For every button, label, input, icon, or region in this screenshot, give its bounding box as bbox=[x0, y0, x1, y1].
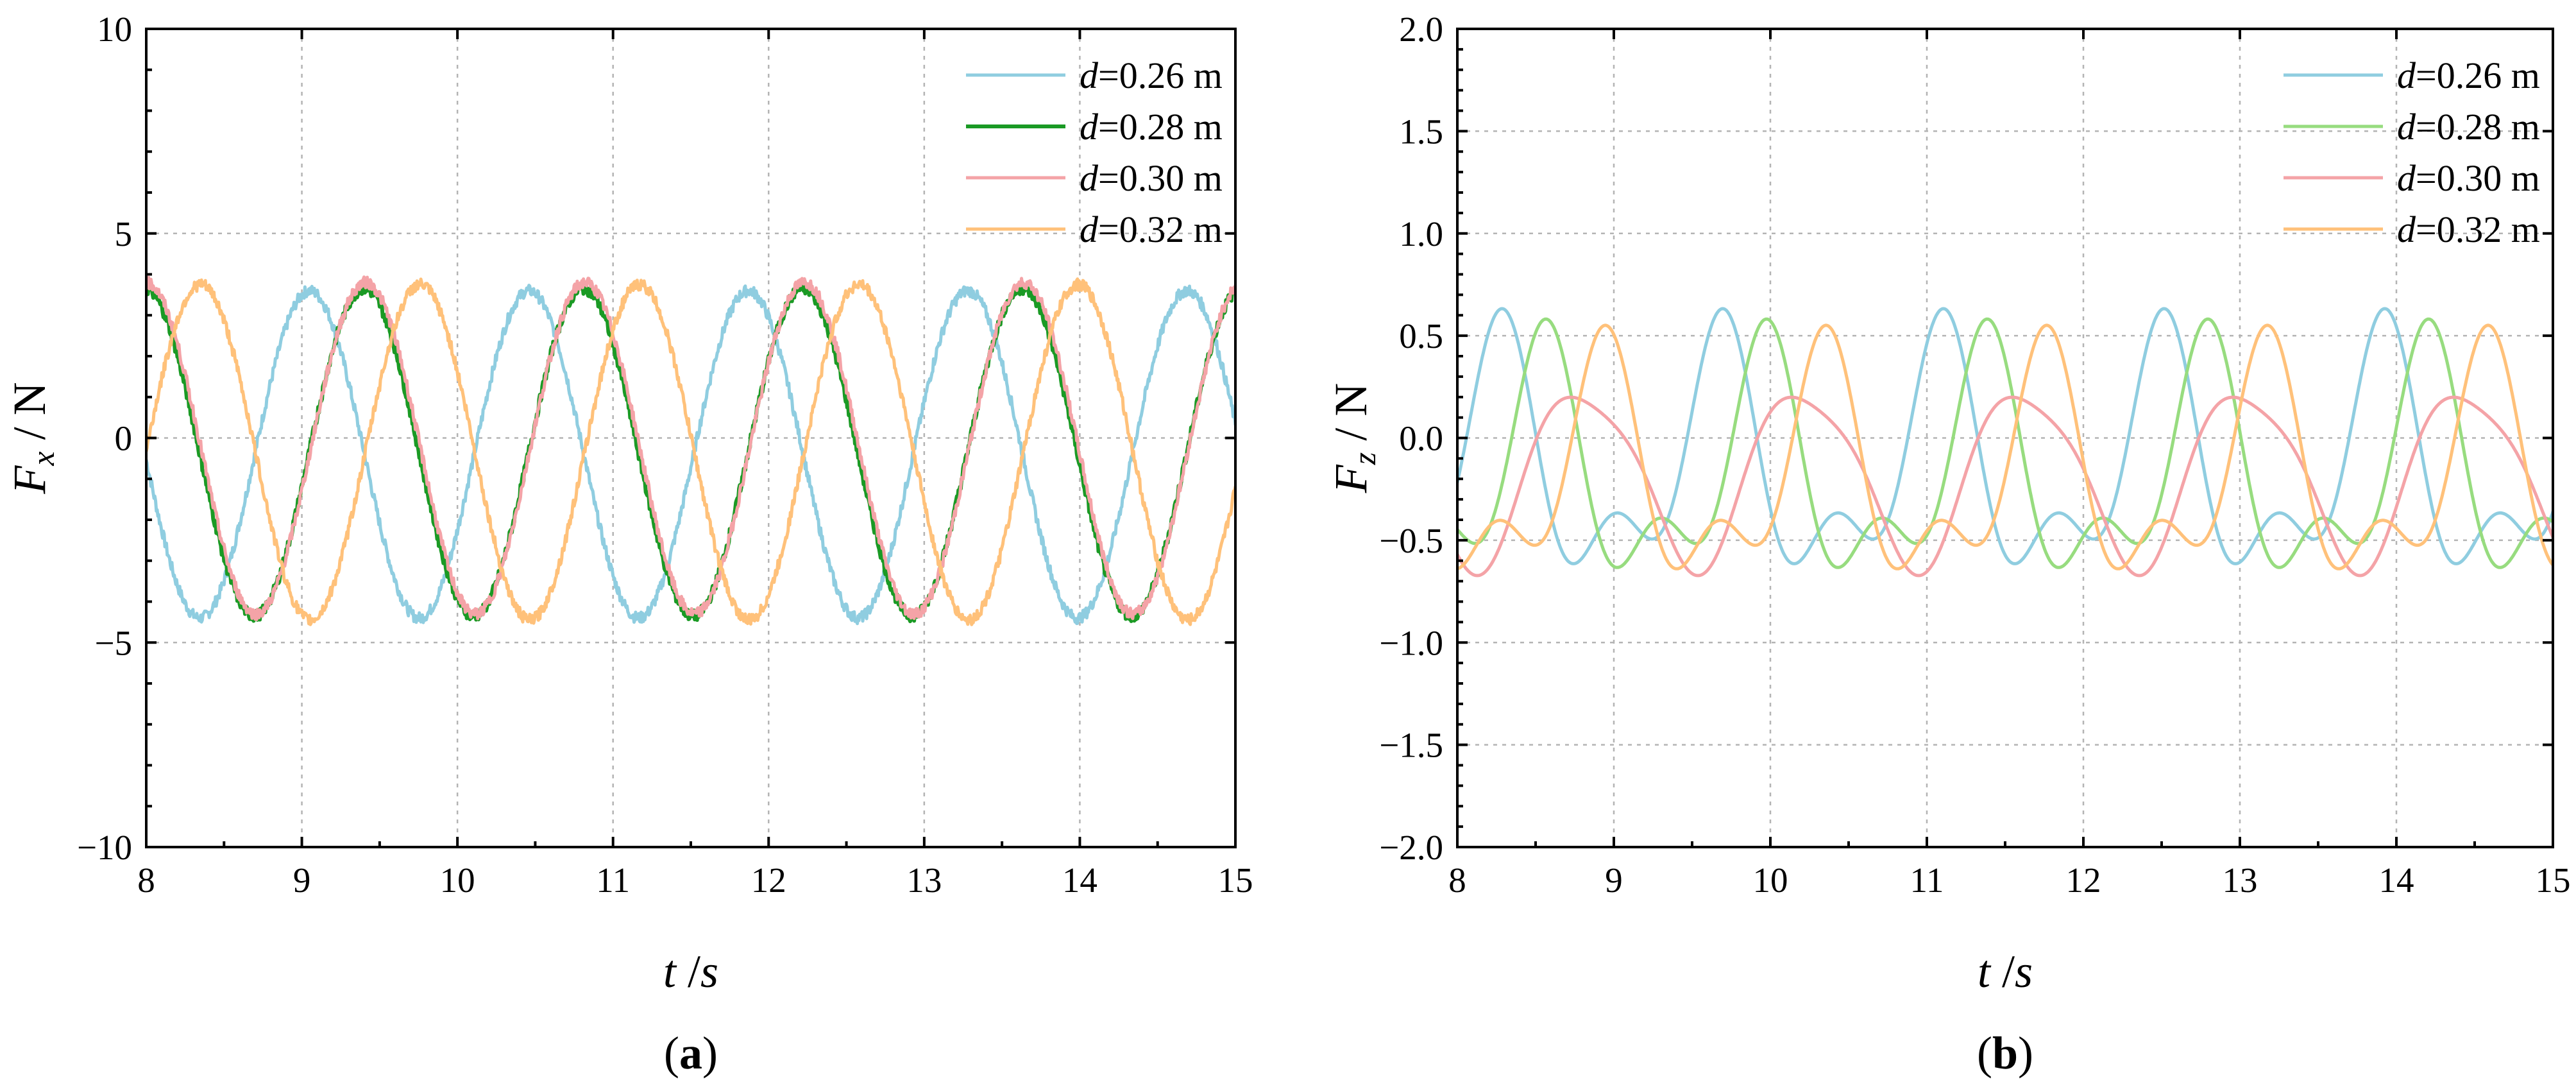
y-tick-label: 0.0 bbox=[1399, 419, 1443, 458]
x-tick-label: 11 bbox=[1910, 861, 1944, 900]
y-axis-title: Fz / N bbox=[1325, 383, 1382, 493]
y-tick-label: 5 bbox=[115, 214, 133, 253]
x-tick-label: 15 bbox=[1218, 861, 1253, 900]
y-tick-label: −10 bbox=[77, 828, 132, 867]
chart-panel-b: 8 9 10 11 12 13 14 15 −2.0 −1.5 −1.0 −0.5 0.0 0.5 1.0 1… bbox=[1325, 10, 2571, 1079]
y-tick-label: −1.5 bbox=[1379, 726, 1443, 765]
x-tick-label: 8 bbox=[1448, 861, 1466, 900]
series-line-026 bbox=[146, 284, 1235, 626]
y-tick-label: −1.0 bbox=[1379, 623, 1443, 662]
x-tick-label: 10 bbox=[1753, 861, 1788, 900]
series-line-032 bbox=[1457, 323, 2553, 570]
legend: d=0.26 m d=0.28 m d=0.30 m d=0.32 m bbox=[2284, 55, 2540, 250]
legend-label: d=0.26 m bbox=[1080, 55, 1223, 96]
y-tick-label: −0.5 bbox=[1379, 521, 1443, 560]
x-axis-title: t /s bbox=[663, 946, 718, 997]
legend: d=0.26 m d=0.28 m d=0.30 m d=0.32 m bbox=[966, 55, 1223, 250]
x-tick-label: 9 bbox=[293, 861, 311, 900]
x-tick-label: 11 bbox=[596, 861, 630, 900]
y-tick-label: −2.0 bbox=[1379, 828, 1443, 867]
panel-label: (a) bbox=[664, 1027, 718, 1079]
chart-panel-a: 8 9 10 11 12 13 14 15 −10 −5 0 5 10 Fx / N t /s (a) d=0.… bbox=[4, 10, 1253, 1079]
legend-label: d=0.32 m bbox=[2397, 209, 2540, 250]
legend-label: d=0.32 m bbox=[1080, 209, 1223, 250]
x-tick-label: 15 bbox=[2536, 861, 2571, 900]
y-tick-label: 10 bbox=[97, 10, 132, 49]
series-line-028 bbox=[1457, 317, 2553, 569]
y-tick-label: 1.5 bbox=[1399, 112, 1443, 151]
y-tick-label: 0 bbox=[115, 419, 133, 458]
x-tick-label: 14 bbox=[1062, 861, 1097, 900]
x-tick-label: 9 bbox=[1605, 861, 1623, 900]
legend-label: d=0.28 m bbox=[2397, 106, 2540, 148]
y-tick-label: −5 bbox=[94, 623, 132, 662]
series-line-032 bbox=[146, 277, 1235, 626]
legend-label: d=0.30 m bbox=[1080, 157, 1223, 199]
series-line-030 bbox=[146, 275, 1235, 621]
x-tick-label: 13 bbox=[2223, 861, 2258, 900]
series-line-026 bbox=[1457, 307, 2553, 565]
legend-label: d=0.30 m bbox=[2397, 157, 2540, 199]
y-axis-title: Fx / N bbox=[4, 382, 61, 494]
x-tick-label: 13 bbox=[906, 861, 942, 900]
y-tick-label: 0.5 bbox=[1399, 316, 1443, 356]
panel-label: (b) bbox=[1977, 1027, 2033, 1079]
y-tick-label: 2.0 bbox=[1399, 10, 1443, 49]
x-tick-label: 12 bbox=[751, 861, 786, 900]
y-tick-label: 1.0 bbox=[1399, 214, 1443, 253]
series-line-030 bbox=[1457, 395, 2553, 578]
legend-label: d=0.28 m bbox=[1080, 106, 1223, 148]
legend-label: d=0.26 m bbox=[2397, 55, 2540, 96]
x-tick-label: 14 bbox=[2379, 861, 2414, 900]
x-axis-title: t /s bbox=[1978, 946, 2033, 997]
x-tick-label: 8 bbox=[137, 861, 155, 900]
x-tick-label: 10 bbox=[440, 861, 475, 900]
x-tick-label: 12 bbox=[2066, 861, 2101, 900]
